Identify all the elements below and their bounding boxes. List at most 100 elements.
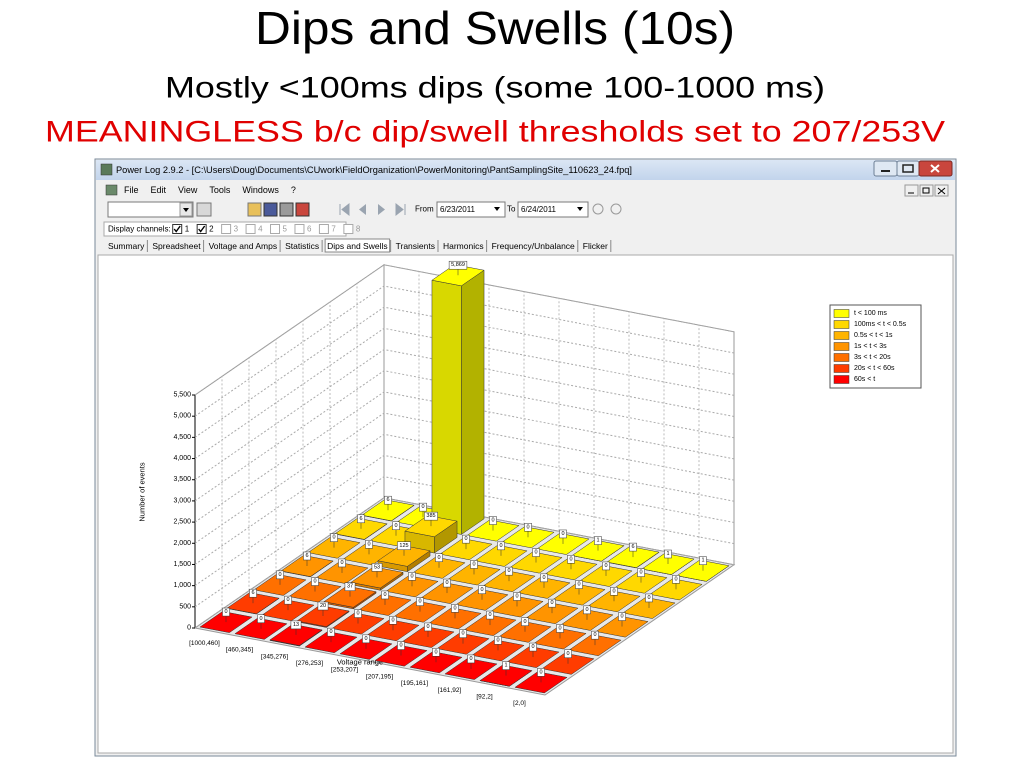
value-label: 0 [364,636,367,642]
channel-checkbox[interactable] [270,224,281,234]
channel-label: 7 [331,225,336,234]
toolbar-icons [196,202,622,217]
menu-item[interactable]: Windows [242,185,279,195]
y-tick-label: 2,500 [173,519,191,526]
bar [506,646,560,668]
legend-swatch [833,320,850,329]
value-label: 20 [320,603,326,609]
value-label: 1 [666,551,669,557]
menu-item[interactable]: ? [291,185,296,195]
active-tab[interactable] [324,238,391,253]
zoom-out-icon[interactable] [610,203,622,215]
grid-line [194,433,735,565]
mdi-minimize[interactable] [904,184,919,197]
next-icon[interactable] [378,204,385,215]
legend-swatch [833,375,850,384]
zoom-in-icon[interactable] [592,203,604,215]
x-tick-label: [161,92] [438,687,462,694]
value-label: 5,869 [451,262,465,268]
value-label: 0 [523,619,526,625]
value-label: 0 [639,570,642,576]
value-label: 0 [472,561,475,567]
value-label: 0 [561,531,564,537]
value-label: 0 [356,611,359,617]
y-tick-label: 0 [187,625,191,632]
bar-top [288,580,342,603]
bar [466,519,520,542]
y-tick-label: 2,000 [173,540,191,547]
value-label: 0 [410,573,413,579]
from-date-box[interactable] [436,201,506,218]
bar [509,551,563,574]
grid-line [194,285,735,417]
y-axis-label: Number of events [138,462,147,521]
channel-checkbox[interactable] [221,224,232,234]
value-label: 0 [647,595,650,601]
tab-label[interactable]: Transients [396,241,435,251]
export-icon[interactable] [295,202,310,217]
save-icon[interactable] [263,202,278,217]
open-icon[interactable] [247,202,262,217]
last-icon[interactable] [395,202,406,217]
value-label: 0 [399,643,402,649]
first-icon[interactable] [339,202,350,217]
channel-checkbox[interactable] [318,224,329,234]
tab-label[interactable]: Harmonics [443,241,484,251]
legend-label: 60s < t [854,376,875,383]
x-tick-label: [253,207] [331,667,358,674]
menu-item[interactable]: View [178,185,198,195]
value-label: 1 [504,663,507,669]
menu-item[interactable]: Tools [209,185,231,195]
y-tick-label: 3,500 [173,476,191,483]
value-label: 0 [488,612,491,618]
menu-item[interactable]: Edit [151,185,167,195]
minimize-button[interactable] [873,160,898,177]
print-icon[interactable] [279,202,294,217]
prev-icon[interactable] [359,204,366,215]
maximize-button[interactable] [896,160,920,177]
channel-label: 4 [258,225,263,234]
bar-top [431,264,485,287]
channel-checkbox[interactable] [343,224,354,234]
tab-label[interactable]: Dips and Swells [327,241,387,251]
channel-label: 1 [185,225,190,234]
legend-label: t < 100 ms [854,310,887,317]
mdi-restore-icon [922,187,930,194]
tool-icon[interactable] [196,202,212,217]
bar-top [280,555,334,577]
grid-line [194,370,735,502]
value-label: 53 [374,564,380,570]
menu-item[interactable]: File [124,185,139,195]
channel-checkbox[interactable] [245,224,256,234]
app-icon [100,163,113,176]
grid-line [194,497,735,629]
tab-label[interactable]: Flicker [583,241,608,251]
x-tick-label: [276,253] [296,660,323,667]
value-label: 0 [434,649,437,655]
bar-top [595,615,649,638]
y-tick-label: 4,000 [173,455,191,462]
value-label: 0 [464,536,467,542]
tab-label[interactable]: Voltage and Amps [209,241,278,251]
x-axis-label: Voltage range [337,658,383,667]
tab-label[interactable]: Statistics [285,241,319,251]
value-label: 0 [437,555,440,561]
legend-label: 100ms < t < 0.5s [854,321,907,328]
value-label: 0 [569,556,572,562]
menu-bar [97,181,954,199]
tab-label[interactable]: Summary [108,241,145,251]
channel-checkbox[interactable] [294,224,305,234]
value-label: 0 [340,560,343,566]
value-label: 0 [480,587,483,593]
combo-box[interactable] [107,201,194,218]
to-date-box[interactable] [517,201,589,218]
bar-side [461,269,485,535]
value-label: 0 [526,524,529,530]
value-label: 0 [367,541,370,547]
y-tick-label: 5,000 [173,413,191,420]
slide-title: Dips and Swells (10s) [255,2,735,54]
tab-label[interactable]: Spreadsheet [152,241,201,251]
mdi-restore[interactable] [919,184,934,197]
channels-label: Display channels: [108,225,171,234]
tab-label[interactable]: Frequency/Unbalance [492,241,575,251]
